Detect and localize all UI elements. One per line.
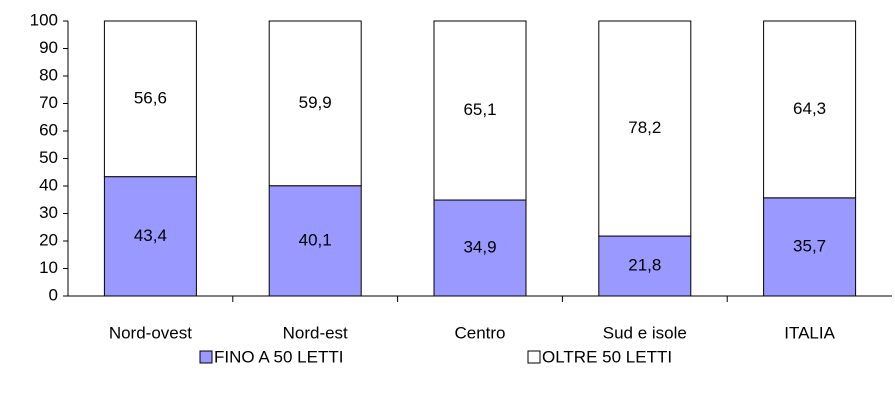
legend-swatch: [199, 350, 213, 364]
x-tick-label: Centro: [454, 323, 505, 342]
y-tick-label: 40: [39, 175, 58, 194]
bar-segment: [763, 197, 857, 297]
legend-swatch: [527, 350, 541, 364]
x-tick-label: ITALIA: [784, 323, 835, 342]
bar-segment: [268, 185, 362, 297]
data-label: 65,1: [463, 100, 496, 119]
y-tick-label: 50: [39, 148, 58, 167]
data-label: 21,8: [628, 256, 661, 275]
x-tick-label: Nord-ovest: [109, 323, 192, 342]
x-tick-label: Nord-est: [283, 323, 348, 342]
data-label: 59,9: [299, 93, 332, 112]
y-tick-label: 0: [49, 285, 58, 304]
bar-segment: [103, 176, 197, 297]
bar-segment: [433, 199, 527, 297]
data-label: 78,2: [628, 118, 661, 137]
x-tick-label: Sud e isole: [603, 323, 687, 342]
y-tick-label: 10: [39, 258, 58, 277]
data-label: 35,7: [793, 236, 826, 255]
y-tick-label: 30: [39, 203, 58, 222]
bar-segment: [103, 20, 197, 178]
y-tick-label: 80: [39, 65, 58, 84]
data-label: 64,3: [793, 99, 826, 118]
y-tick-label: 70: [39, 93, 58, 112]
data-label: 34,9: [463, 237, 496, 256]
data-label: 40,1: [299, 230, 332, 249]
bar-segment: [268, 20, 362, 187]
data-label: 43,4: [134, 226, 167, 245]
legend-label: OLTRE 50 LETTI: [542, 347, 672, 366]
legend-label: FINO A 50 LETTI: [214, 347, 343, 366]
y-tick-label: 20: [39, 230, 58, 249]
y-tick-label: 90: [39, 38, 58, 57]
bar-segment: [763, 20, 857, 199]
y-tick-label: 60: [39, 120, 58, 139]
bar-segment: [598, 20, 692, 237]
data-label: 56,6: [134, 88, 167, 107]
y-tick-label: 100: [30, 10, 58, 29]
bar-segment: [433, 20, 527, 201]
